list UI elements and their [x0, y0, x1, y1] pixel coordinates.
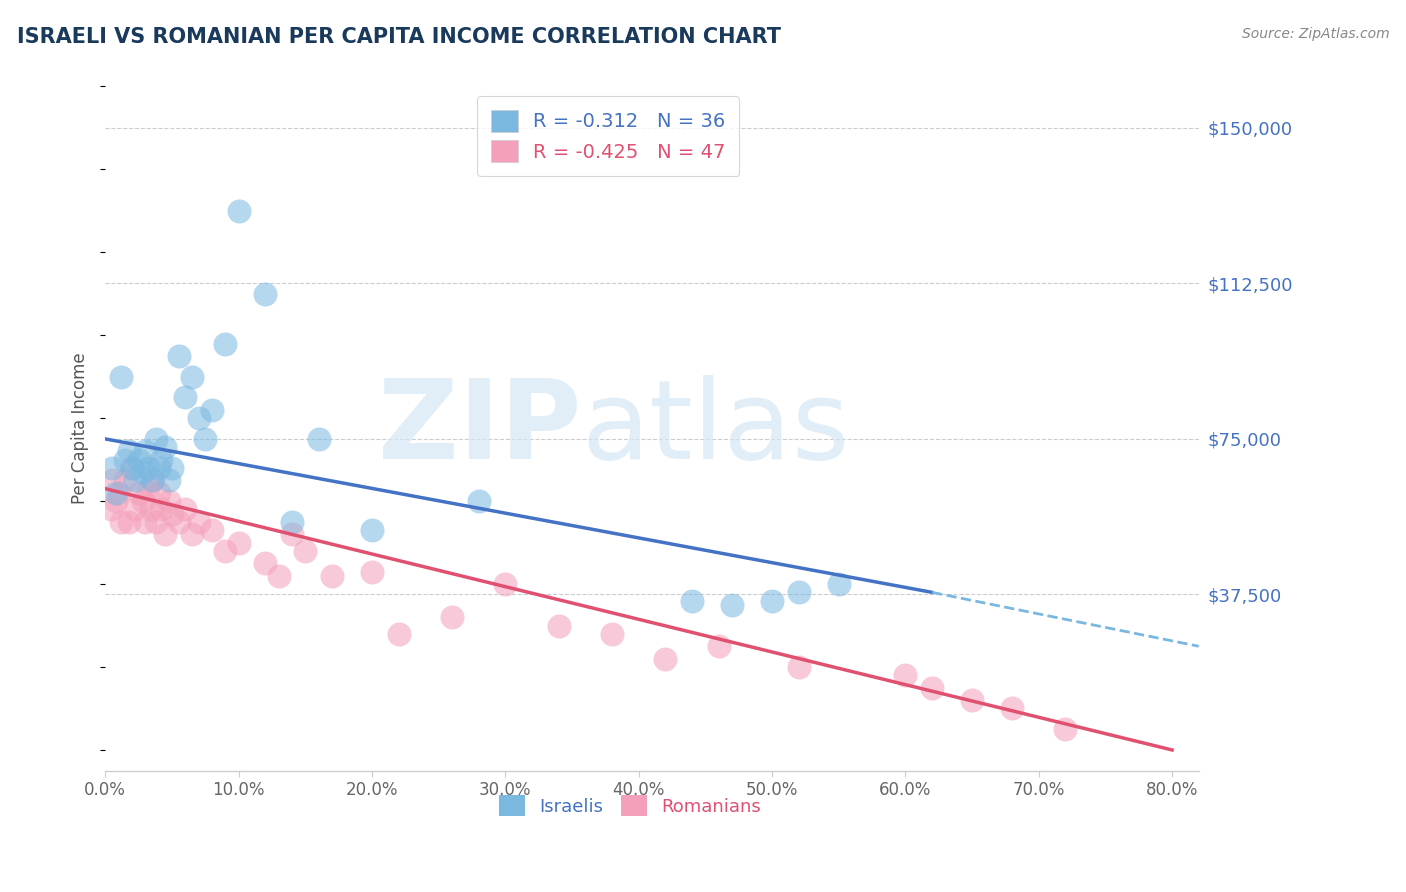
Point — [124, 474, 146, 488]
Point — [110, 515, 132, 529]
Point — [131, 465, 153, 479]
Point — [145, 432, 167, 446]
Point — [321, 568, 343, 582]
Point — [128, 485, 150, 500]
Point — [155, 527, 177, 541]
Point — [494, 577, 516, 591]
Point — [180, 369, 202, 384]
Point — [921, 681, 943, 695]
Point — [467, 494, 489, 508]
Point — [141, 474, 163, 488]
Point — [114, 452, 136, 467]
Point — [267, 568, 290, 582]
Point — [828, 577, 851, 591]
Point — [101, 461, 124, 475]
Point — [187, 515, 209, 529]
Point — [118, 515, 141, 529]
Point — [167, 515, 190, 529]
Point — [124, 502, 146, 516]
Point — [681, 593, 703, 607]
Legend: Israelis, Romanians: Israelis, Romanians — [492, 788, 768, 823]
Point — [100, 502, 122, 516]
Point — [107, 485, 129, 500]
Point — [201, 402, 224, 417]
Y-axis label: Per Capita Income: Per Capita Income — [72, 352, 89, 504]
Point — [308, 432, 330, 446]
Point — [214, 336, 236, 351]
Point — [180, 527, 202, 541]
Point — [214, 544, 236, 558]
Point — [157, 474, 180, 488]
Point — [155, 440, 177, 454]
Point — [104, 494, 127, 508]
Point — [1001, 701, 1024, 715]
Point — [103, 474, 125, 488]
Point — [787, 585, 810, 599]
Point — [228, 203, 250, 218]
Point — [150, 452, 173, 467]
Point — [160, 507, 183, 521]
Point — [134, 444, 156, 458]
Point — [121, 461, 143, 475]
Point — [150, 502, 173, 516]
Point — [187, 411, 209, 425]
Point — [110, 369, 132, 384]
Point — [131, 494, 153, 508]
Point — [361, 565, 384, 579]
Point — [121, 461, 143, 475]
Point — [167, 349, 190, 363]
Point — [136, 461, 159, 475]
Point — [174, 391, 197, 405]
Point — [201, 523, 224, 537]
Point — [148, 461, 170, 475]
Text: atlas: atlas — [581, 375, 849, 482]
Point — [228, 535, 250, 549]
Point — [145, 515, 167, 529]
Point — [1054, 723, 1077, 737]
Point — [160, 461, 183, 475]
Point — [104, 485, 127, 500]
Point — [139, 502, 162, 516]
Point — [294, 544, 316, 558]
Point — [157, 494, 180, 508]
Text: ISRAELI VS ROMANIAN PER CAPITA INCOME CORRELATION CHART: ISRAELI VS ROMANIAN PER CAPITA INCOME CO… — [17, 27, 780, 46]
Point — [118, 444, 141, 458]
Point — [136, 482, 159, 496]
Point — [654, 651, 676, 665]
Text: ZIP: ZIP — [378, 375, 581, 482]
Point — [254, 557, 277, 571]
Text: Source: ZipAtlas.com: Source: ZipAtlas.com — [1241, 27, 1389, 41]
Point — [281, 527, 304, 541]
Point — [174, 502, 197, 516]
Point — [148, 485, 170, 500]
Point — [894, 668, 917, 682]
Point — [142, 474, 165, 488]
Point — [721, 598, 744, 612]
Point — [960, 693, 983, 707]
Point — [361, 523, 384, 537]
Point — [440, 610, 463, 624]
Point — [547, 618, 569, 632]
Point — [707, 640, 730, 654]
Point — [787, 660, 810, 674]
Point — [194, 432, 217, 446]
Point — [600, 627, 623, 641]
Point — [134, 515, 156, 529]
Point — [281, 515, 304, 529]
Point — [254, 286, 277, 301]
Point — [387, 627, 409, 641]
Point — [128, 452, 150, 467]
Point — [761, 593, 783, 607]
Point — [114, 474, 136, 488]
